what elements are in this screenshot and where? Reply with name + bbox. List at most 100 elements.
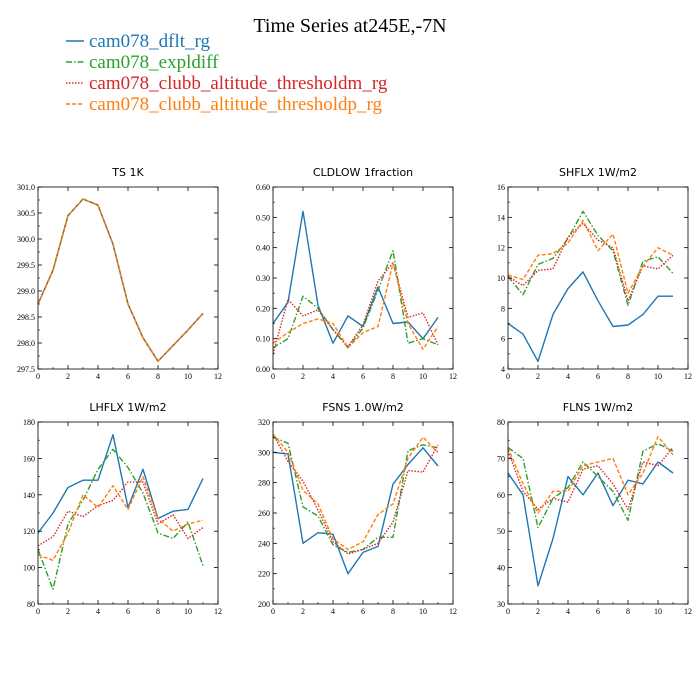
xtick-label-4-0: 0 <box>271 607 275 616</box>
xtick-label-0-5: 10 <box>184 372 192 381</box>
ytick-label-1-5: 0.50 <box>256 213 270 222</box>
ytick-label-0-4: 299.5 <box>17 261 35 270</box>
ytick-label-0-3: 299.0 <box>17 287 35 296</box>
ytick-label-1-3: 0.30 <box>256 274 270 283</box>
xtick-label-5-3: 6 <box>596 607 600 616</box>
ytick-label-2-5: 14 <box>497 213 505 222</box>
panel-2: SHFLX 1W/m2 0 2 4 6 8 10 12 4 6 8 10 12 14 16 <box>497 166 692 381</box>
ytick-label-2-3: 10 <box>497 274 505 283</box>
ytick-label-3-0: 80 <box>27 600 35 609</box>
xtick-label-1-1: 2 <box>301 372 305 381</box>
xtick-label-2-6: 12 <box>684 372 692 381</box>
xtick-label-2-2: 4 <box>566 372 570 381</box>
xtick-label-3-3: 6 <box>126 607 130 616</box>
panel-title-2: SHFLX 1W/m2 <box>559 166 637 179</box>
xtick-label-2-4: 8 <box>626 372 630 381</box>
ytick-label-0-6: 300.5 <box>17 209 35 218</box>
xtick-label-0-4: 8 <box>156 372 160 381</box>
series-line-3-1 <box>38 448 204 591</box>
ytick-label-5-3: 60 <box>497 491 505 500</box>
legend-entry-0: cam078_dflt_rg <box>89 31 211 52</box>
ytick-label-1-4: 0.40 <box>256 244 270 253</box>
ytick-label-2-0: 4 <box>501 365 505 374</box>
xtick-label-1-6: 12 <box>449 372 457 381</box>
panel-title-0: TS 1K <box>111 166 144 179</box>
xtick-label-5-2: 4 <box>566 607 570 616</box>
xtick-label-2-0: 0 <box>506 372 510 381</box>
ytick-label-3-1: 100 <box>23 564 35 573</box>
xtick-label-3-6: 12 <box>214 607 222 616</box>
panel-1: CLDLOW 1fraction 0 2 4 6 8 10 12 0.00 0.10 0.20 0.3… <box>256 166 457 381</box>
xtick-label-0-2: 4 <box>96 372 100 381</box>
plot-frame-1 <box>272 186 454 370</box>
panel-0: TS 1K 0 2 4 6 8 10 12 297.5 298.0 298.5 299.0 299.5 3… <box>17 166 222 381</box>
legend: cam078_dflt_rgcam078_expldiffcam078_club… <box>66 31 388 115</box>
ytick-label-2-1: 6 <box>501 335 505 344</box>
series-line-1-0 <box>273 210 439 344</box>
series-line-5-3 <box>508 435 674 514</box>
xtick-label-5-6: 12 <box>684 607 692 616</box>
ytick-label-4-5: 300 <box>258 448 270 457</box>
panel-title-1: CLDLOW 1fraction <box>313 166 413 179</box>
series-line-0-0 <box>38 198 204 362</box>
ytick-label-4-0: 200 <box>258 600 270 609</box>
ytick-label-0-0: 297.5 <box>17 365 35 374</box>
xtick-label-3-5: 10 <box>184 607 192 616</box>
xtick-label-4-5: 10 <box>419 607 427 616</box>
series-group-5 <box>508 435 674 587</box>
ytick-label-2-4: 12 <box>497 244 505 253</box>
ytick-label-4-6: 320 <box>258 418 270 427</box>
panel-3: LHFLX 1W/m2 0 2 4 6 8 10 12 80 100 120 140 160 180 <box>23 401 222 616</box>
xtick-label-4-3: 6 <box>361 607 365 616</box>
xtick-label-1-2: 4 <box>331 372 335 381</box>
ytick-label-3-5: 180 <box>23 418 35 427</box>
ytick-label-0-1: 298.0 <box>17 339 35 348</box>
xtick-label-2-3: 6 <box>596 372 600 381</box>
panel-title-3: LHFLX 1W/m2 <box>89 401 166 414</box>
series-line-2-3 <box>508 219 674 294</box>
series-line-2-0 <box>508 271 673 363</box>
series-line-0-2 <box>38 198 204 362</box>
series-group-1 <box>273 210 439 354</box>
panel-title-4: FSNS 1.0W/m2 <box>322 401 404 414</box>
xtick-label-4-6: 12 <box>449 607 457 616</box>
plot-frame-2 <box>507 186 689 370</box>
xtick-label-2-1: 2 <box>536 372 540 381</box>
series-line-4-2 <box>273 433 439 555</box>
panel-title-5: FLNS 1W/m2 <box>563 401 633 414</box>
legend-entry-1: cam078_expldiff <box>89 52 219 73</box>
ytick-label-0-5: 300.0 <box>17 235 35 244</box>
panel-4: FSNS 1.0W/m2 0 2 4 6 8 10 12 200 220 240 260 280 300 3… <box>258 401 457 616</box>
ytick-label-0-7: 301.0 <box>17 183 35 192</box>
xtick-label-1-0: 0 <box>271 372 275 381</box>
legend-entry-2: cam078_clubb_altitude_thresholdm_rg <box>89 73 388 94</box>
ytick-label-5-5: 80 <box>497 418 505 427</box>
series-line-1-2 <box>273 262 439 354</box>
ytick-label-2-2: 8 <box>501 304 505 313</box>
ytick-label-5-0: 30 <box>497 600 505 609</box>
xtick-label-5-5: 10 <box>654 607 662 616</box>
ytick-label-1-1: 0.10 <box>256 335 270 344</box>
xtick-label-2-5: 10 <box>654 372 662 381</box>
ytick-label-1-2: 0.20 <box>256 304 270 313</box>
xtick-label-0-3: 6 <box>126 372 130 381</box>
xtick-label-3-2: 4 <box>96 607 100 616</box>
ytick-label-0-2: 298.5 <box>17 313 35 322</box>
series-line-3-0 <box>38 434 204 534</box>
series-group-4 <box>273 433 439 575</box>
ytick-label-5-2: 50 <box>497 527 505 536</box>
series-group-3 <box>38 434 204 591</box>
series-line-1-3 <box>273 262 439 350</box>
plot-frame-0 <box>37 186 219 370</box>
series-line-0-1 <box>38 198 204 362</box>
plot-frame-3 <box>37 421 219 605</box>
xtick-label-4-2: 4 <box>331 607 335 616</box>
series-line-1-1 <box>273 249 439 349</box>
ytick-label-4-2: 240 <box>258 539 270 548</box>
xtick-label-0-6: 12 <box>214 372 222 381</box>
xtick-label-3-4: 8 <box>156 607 160 616</box>
series-line-5-1 <box>508 443 674 529</box>
series-line-3-3 <box>38 475 204 561</box>
ytick-label-3-2: 120 <box>23 527 35 536</box>
series-line-5-2 <box>508 447 674 511</box>
